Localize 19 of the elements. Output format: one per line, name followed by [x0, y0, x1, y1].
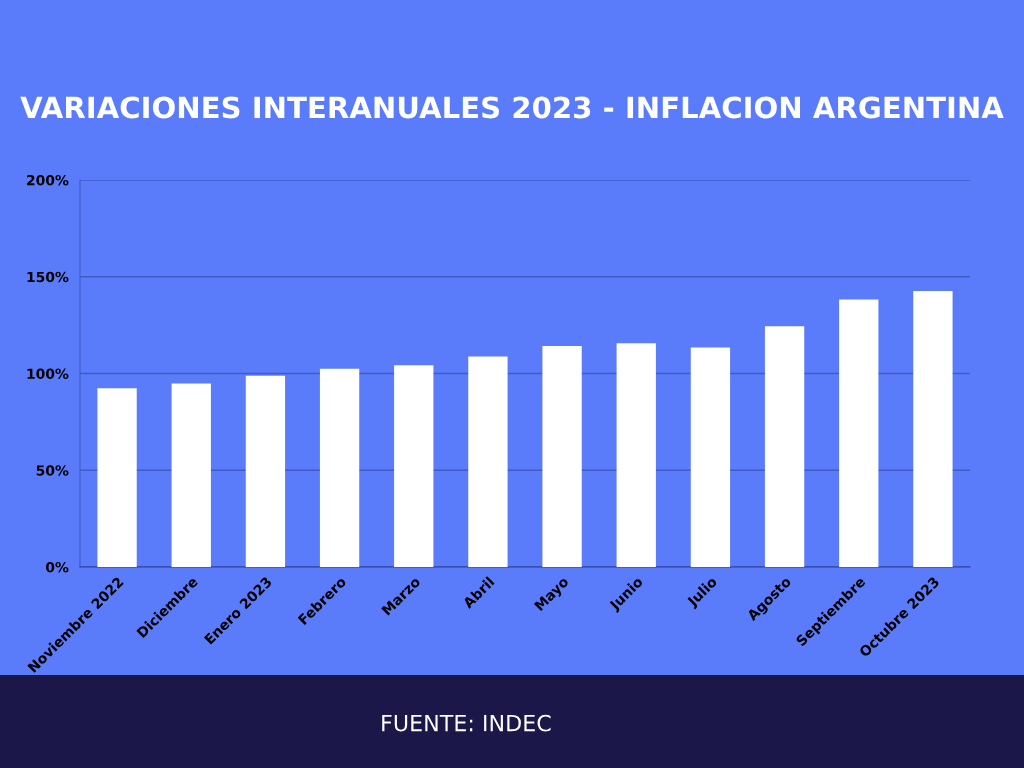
y-tick-label: 0%	[45, 561, 69, 573]
bar	[542, 346, 582, 567]
bar	[616, 343, 656, 567]
bar	[839, 299, 879, 567]
bar	[245, 375, 286, 567]
bar	[171, 383, 211, 567]
bar	[97, 388, 137, 567]
source-note: FUENTE: INDEC	[382, 714, 551, 732]
y-tick-label: 50%	[36, 465, 69, 476]
bar	[913, 290, 953, 567]
bar	[319, 368, 360, 567]
bar	[394, 365, 434, 567]
bar	[690, 347, 731, 567]
y-tick-label: 200%	[27, 174, 69, 186]
chart-title: VARIACIONES INTERANUALES 2023 - INFLACION ARGENTINA	[20, 96, 1004, 119]
bar	[468, 356, 508, 567]
y-tick-label: 150%	[27, 271, 69, 283]
bar	[764, 326, 805, 567]
y-tick-label: 100%	[27, 368, 69, 379]
